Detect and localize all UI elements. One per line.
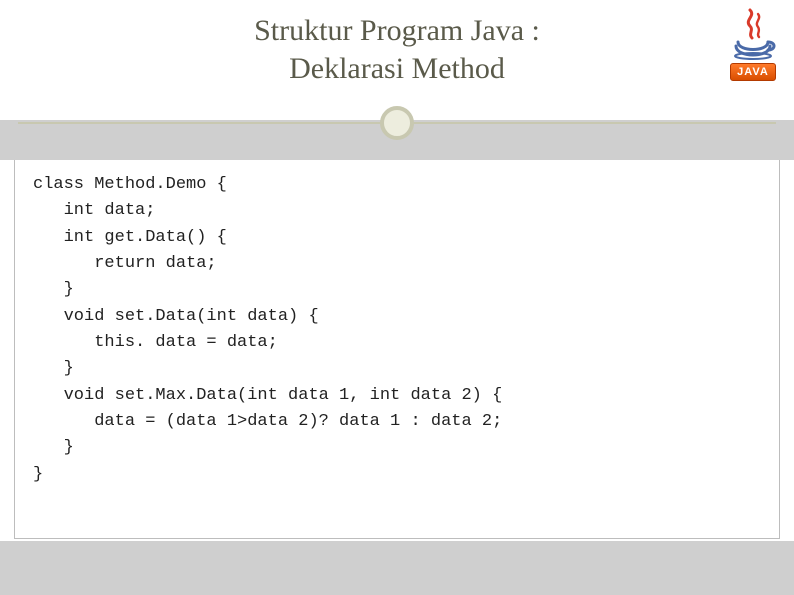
slide-title: Struktur Program Java : Deklarasi Method xyxy=(0,12,794,87)
slide: Struktur Program Java : Deklarasi Method… xyxy=(0,0,794,595)
java-cup-icon xyxy=(728,6,778,60)
java-logo: JAVA xyxy=(722,6,784,88)
java-logo-label-wrap: JAVA xyxy=(724,62,782,82)
divider xyxy=(0,106,794,146)
title-line-1: Struktur Program Java : xyxy=(254,14,540,47)
title-line-2: Deklarasi Method xyxy=(289,52,505,85)
divider-circle-icon xyxy=(380,106,414,140)
java-logo-label: JAVA xyxy=(730,63,776,81)
code-block: class Method.Demo { int data; int get.Da… xyxy=(33,172,761,488)
title-area: Struktur Program Java : Deklarasi Method xyxy=(0,0,794,87)
content-box: class Method.Demo { int data; int get.Da… xyxy=(14,160,780,539)
footer-band xyxy=(0,541,794,595)
